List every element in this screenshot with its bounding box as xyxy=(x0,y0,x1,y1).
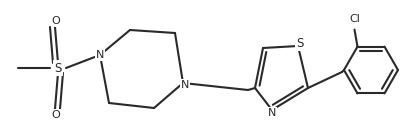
Text: N: N xyxy=(267,108,275,118)
Text: N: N xyxy=(180,80,189,90)
Text: S: S xyxy=(296,37,303,50)
Text: O: O xyxy=(51,110,60,120)
Text: Cl: Cl xyxy=(348,14,359,24)
Text: S: S xyxy=(54,62,61,74)
Text: O: O xyxy=(51,16,60,26)
Text: N: N xyxy=(95,50,104,60)
